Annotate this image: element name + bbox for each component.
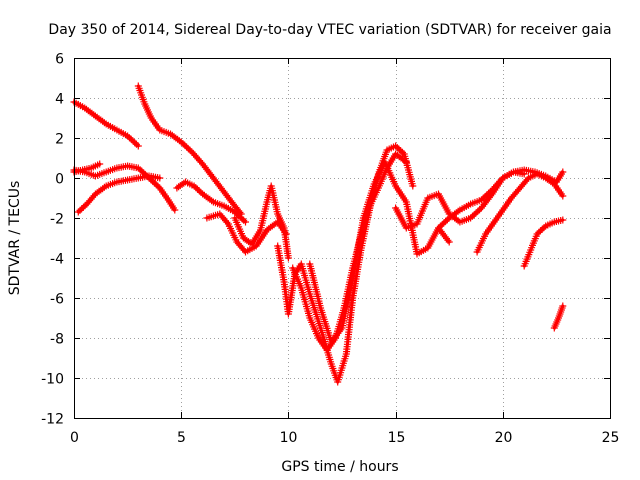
y-tick-label: 6: [55, 52, 64, 68]
series-arc-6: [173, 178, 249, 226]
tick-layer: -12 -10 -8 -6 -4 -2 0 2 4 6 0 5 10 15 20 25: [41, 52, 619, 447]
x-tick-label: 0: [70, 430, 79, 446]
y-tick-label: -4: [50, 252, 64, 268]
series-arc-11: [306, 158, 453, 346]
series-markers: [173, 178, 249, 226]
grid-layer: [74, 58, 610, 418]
series-arc-8: [231, 182, 292, 262]
series-markers: [306, 158, 453, 346]
series-arc-4: [74, 172, 164, 216]
y-tick-label: 2: [55, 132, 64, 148]
series-markers: [74, 172, 164, 216]
y-axis-label: SDTVAR / TECUs: [7, 181, 23, 296]
x-tick-label: 15: [388, 430, 406, 446]
chart-title: Day 350 of 2014, Sidereal Day-to-day VTE…: [48, 22, 611, 38]
series-markers: [520, 216, 567, 270]
y-tick-label: -6: [50, 292, 64, 308]
series-arc-15: [520, 216, 567, 270]
series-markers: [70, 98, 142, 150]
x-tick-label: 20: [495, 430, 513, 446]
series-markers: [231, 182, 292, 262]
series-markers: [473, 170, 567, 256]
y-tick-label: 4: [55, 92, 64, 108]
y-tick-label: -10: [41, 372, 64, 388]
series-markers: [435, 166, 567, 232]
series-layer: [70, 82, 567, 386]
y-tick-label: -12: [41, 412, 64, 428]
y-tick-label: -2: [50, 212, 64, 228]
series-markers: [134, 82, 245, 218]
series-markers: [550, 302, 567, 332]
y-tick-label: 0: [55, 172, 64, 188]
y-tick-label: -8: [50, 332, 64, 348]
x-axis-label: GPS time / hours: [281, 459, 398, 475]
plot-frame: [74, 58, 611, 419]
x-tick-label: 25: [602, 430, 620, 446]
series-arc-14: [473, 170, 567, 256]
x-tick-label: 5: [177, 430, 186, 446]
series-arc-5: [134, 82, 245, 218]
series-arc-1: [70, 98, 142, 150]
series-arc-13: [435, 166, 567, 232]
x-tick-label: 10: [280, 430, 298, 446]
series-arc-16: [550, 302, 567, 332]
